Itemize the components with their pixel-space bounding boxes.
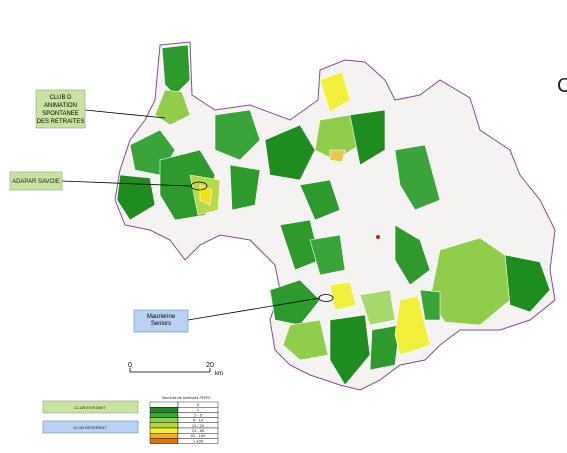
callout-label: ADAPAR SAVOIE [12,179,60,185]
legend-swatch [149,412,179,418]
legend-swatch [149,407,179,413]
callout-label: CLUB D ANIMATION SPONTANEE DES RETRAITES [36,95,85,125]
legend-label: CLUB REFERENT [73,425,107,430]
callout-line [84,109,166,119]
corner-text: C [557,75,567,97]
legend-class: 6 - 10 [193,418,204,423]
legend-swatch [149,433,179,439]
callout-frame: CLUB D ANIMATION SPONTANEE DES RETRAITES [36,95,85,125]
callout-line [187,297,321,321]
legend-swatch [149,417,179,424]
legend-swatch [149,401,179,408]
legend-class: 1 [197,407,200,412]
legend-table-title: Nombre de licenciés FFRS [162,395,210,400]
legend-class: 11 - 20 [192,423,205,428]
scale-label: 0 [128,362,132,369]
scale-label: 20 [206,362,214,369]
city-marker [376,235,380,239]
callout-label: Maurienne Seniors [146,314,176,327]
legend-swatch [149,427,179,434]
legend-class: 2 - 5 [194,412,203,417]
legend-label: CLUB EXISTANT [74,405,106,410]
scale-unit: km [215,371,223,377]
callout-frame: Maurienne Seniors [146,314,176,327]
legend-swatch [149,438,179,444]
legend-class: 51 - 100 [191,433,206,438]
callout-box [133,309,189,333]
callout-line [61,180,191,187]
scale-bar [129,368,211,373]
callout-box [9,171,63,191]
club-marker [190,181,208,191]
legend-swatch [149,422,179,429]
legend-box [42,420,139,434]
legend-class: 21 - 50 [192,428,205,433]
callout-box [35,89,86,129]
legend-class: 0 [197,402,200,407]
legend-box [42,400,139,414]
legend-class: > 100 [193,438,204,443]
communes [116,44,551,386]
legend-cell [177,438,219,444]
